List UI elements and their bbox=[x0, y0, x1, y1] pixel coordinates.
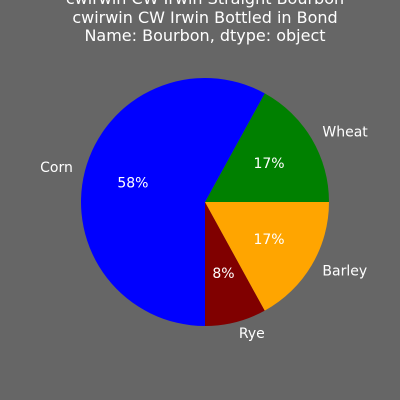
pie-slices bbox=[80, 77, 329, 326]
chart-title-line-3: Name: Bourbon, dtype: object bbox=[84, 26, 325, 45]
chart-title-line-2: cwirwin CW Irwin Bottled in Bond bbox=[72, 8, 337, 27]
chart-title: cwirwin CW Irwin Straight Bourbon cwirwi… bbox=[66, 0, 344, 45]
slice-percent-rye: 8% bbox=[212, 266, 234, 282]
pie-slice-barley bbox=[205, 202, 329, 311]
pie-slice-wheat bbox=[205, 93, 329, 202]
chart-title-line-1: cwirwin CW Irwin Straight Bourbon bbox=[66, 0, 344, 8]
slice-label-corn: Corn bbox=[40, 160, 73, 176]
pie-slice-rye bbox=[205, 202, 265, 326]
pie-slice-corn bbox=[80, 77, 265, 326]
slice-percent-corn: 58% bbox=[117, 175, 148, 191]
slice-percent-wheat: 17% bbox=[253, 156, 284, 172]
slice-label-barley: Barley bbox=[322, 263, 367, 279]
slice-label-wheat: Wheat bbox=[322, 125, 368, 141]
pie-labels: Wheat 17% Corn 58% Rye 8% Barley 17% bbox=[40, 125, 368, 343]
slice-label-rye: Rye bbox=[239, 326, 265, 342]
slice-percent-barley: 17% bbox=[253, 232, 284, 248]
